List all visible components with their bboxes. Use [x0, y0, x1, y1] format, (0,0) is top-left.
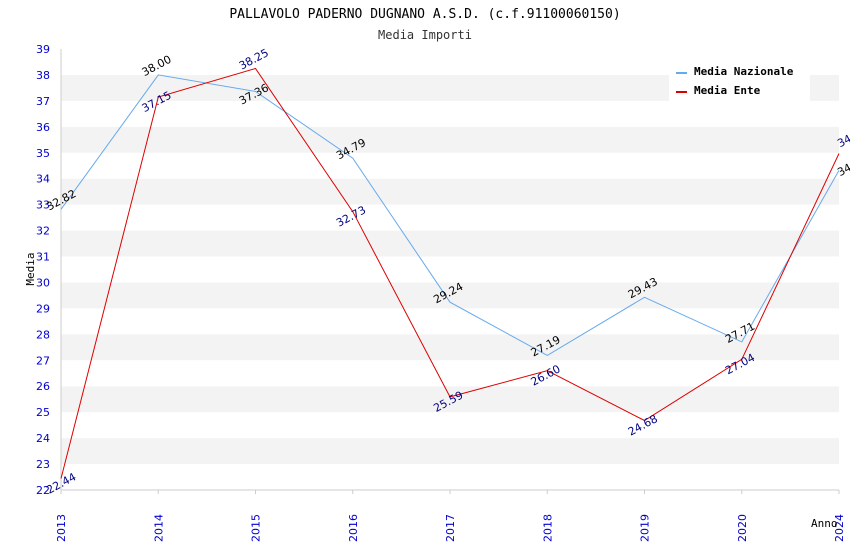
series-line-media-ente	[60, 67, 840, 479]
x-tick-label: 2019	[639, 514, 652, 542]
y-axis-label: Media	[24, 252, 37, 285]
y-tick-label: 25	[36, 406, 50, 419]
x-tick-label: 2024	[833, 514, 846, 542]
grid-band	[61, 256, 839, 283]
grid-bands	[61, 49, 839, 490]
y-tick-label: 38	[36, 69, 50, 82]
y-tick-label: 30	[36, 276, 50, 289]
grid-band	[61, 308, 839, 335]
grid-band	[61, 178, 839, 205]
y-tick-label: 28	[36, 328, 50, 341]
grid-band	[61, 152, 839, 179]
y-tick-label: 29	[36, 302, 50, 315]
legend-label-media-nazionale: Media Nazionale	[694, 65, 794, 78]
x-tick-label: 2017	[444, 514, 457, 542]
y-tick-label: 26	[36, 380, 50, 393]
chart-title: PALLAVOLO PADERNO DUGNANO A.S.D. (c.f.91…	[229, 7, 620, 22]
x-tick-label: 2014	[152, 514, 165, 542]
x-tick-label: 2018	[541, 514, 554, 542]
y-tick-label: 31	[36, 251, 50, 264]
legend: Media Nazionale Media Ente	[669, 60, 810, 102]
grid-band	[61, 412, 839, 439]
y-tick-label: 32	[36, 225, 50, 238]
grid-band	[61, 282, 839, 309]
y-tick-label: 33	[36, 199, 50, 212]
legend-box	[669, 60, 810, 102]
grid-band	[61, 464, 839, 490]
y-tick-label: 35	[36, 147, 50, 160]
y-tick-label: 24	[36, 432, 50, 445]
series-line-media-nazionale	[60, 74, 840, 356]
y-tick-label: 23	[36, 458, 50, 471]
y-tick-label: 27	[36, 354, 50, 367]
y-tick-label: 34	[36, 173, 50, 186]
grid-band	[61, 438, 839, 465]
grid-band	[61, 100, 839, 127]
grid-band	[61, 204, 839, 231]
legend-label-media-ente: Media Ente	[694, 84, 761, 97]
x-tick-label: 2013	[55, 514, 68, 542]
y-tick-label: 37	[36, 95, 50, 108]
x-ticks: 2013 2014 2015 2016 2017 2018 2019 2020 2024	[55, 490, 846, 542]
x-tick-label: 2015	[250, 514, 263, 542]
series-lines	[60, 67, 840, 479]
grid-band	[61, 334, 839, 361]
y-tick-label: 36	[36, 121, 50, 134]
grid-band	[61, 360, 839, 387]
y-tick-label: 22	[36, 484, 50, 497]
x-tick-label: 2020	[736, 514, 749, 542]
chart-subtitle: Media Importi	[378, 28, 472, 42]
y-ticks: 22 23 24 25 26 27 28 29 30 31 32 33 34 35 36 37 38 39	[36, 43, 50, 497]
x-tick-label: 2016	[347, 514, 360, 542]
grid-band	[61, 386, 839, 413]
x-axis-label: Anno	[811, 517, 838, 530]
grid-band	[61, 126, 839, 153]
grid-band	[61, 230, 839, 257]
y-tick-label: 39	[36, 43, 50, 56]
